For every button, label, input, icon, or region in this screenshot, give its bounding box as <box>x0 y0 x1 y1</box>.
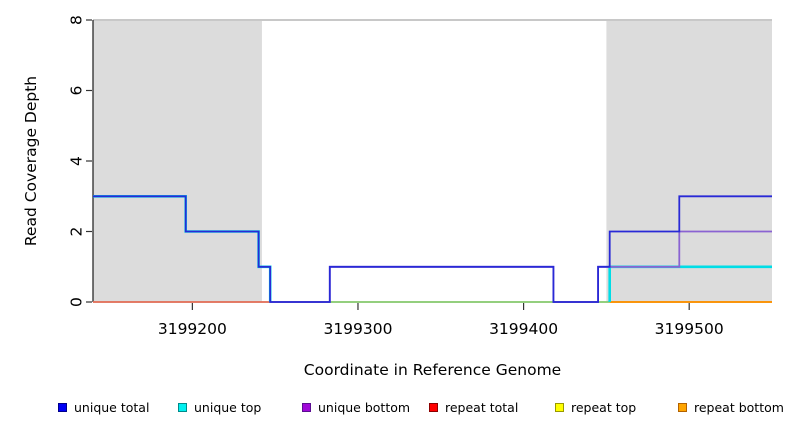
y-tick-label: 2 <box>67 227 85 237</box>
repeat-top-swatch-icon <box>555 402 564 412</box>
shaded-region <box>93 21 262 302</box>
legend-label: unique top <box>194 399 262 415</box>
y-tick-label: 6 <box>67 86 85 96</box>
legend-item-unique-top: unique top <box>178 398 261 416</box>
legend-item-unique-total: unique total <box>58 398 149 416</box>
x-tick-label: 3199200 <box>158 320 227 338</box>
legend-label: repeat bottom <box>694 399 784 415</box>
legend-label: repeat total <box>445 399 519 415</box>
repeat-total-swatch-icon <box>429 402 438 412</box>
shaded-region <box>606 21 772 302</box>
y-tick-label: 8 <box>67 15 85 25</box>
unique-total-swatch-icon <box>58 402 67 412</box>
repeat-bottom-swatch-icon <box>678 402 687 412</box>
unique-top-swatch-icon <box>178 402 187 412</box>
x-tick-label: 3199400 <box>489 320 558 338</box>
legend-label: repeat top <box>571 399 637 415</box>
legend: unique total unique top unique bottom re… <box>0 398 792 420</box>
x-tick-label: 3199500 <box>655 320 724 338</box>
y-tick-label: 0 <box>67 297 85 307</box>
unique-bottom-swatch-icon <box>302 402 311 412</box>
legend-item-unique-bottom: unique bottom <box>302 398 410 416</box>
legend-item-repeat-bottom: repeat bottom <box>678 398 784 416</box>
legend-item-repeat-total: repeat total <box>429 398 518 416</box>
y-tick-label: 4 <box>67 156 85 166</box>
legend-label: unique total <box>74 399 150 415</box>
x-tick-label: 3199300 <box>323 320 392 338</box>
y-axis-title: Read Coverage Depth <box>22 75 40 247</box>
x-axis-title: Coordinate in Reference Genome <box>303 361 562 379</box>
series-line-unique-total <box>93 195 772 303</box>
legend-item-repeat-top: repeat top <box>555 398 636 416</box>
legend-label: unique bottom <box>318 399 411 415</box>
